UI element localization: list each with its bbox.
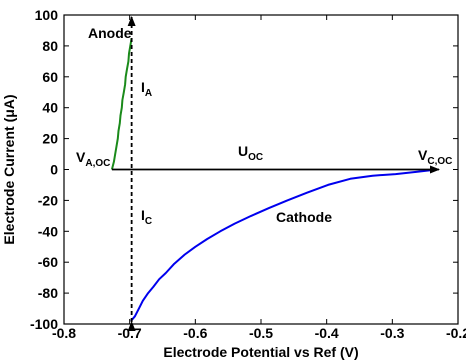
x-tick-label: -0.2 (446, 325, 466, 341)
y-tick-label: 20 (42, 131, 58, 147)
cathode-current-symbol: I (141, 207, 145, 223)
anode-ocp-label: VA,OC (76, 149, 110, 169)
x-tick-label: -0.5 (249, 325, 273, 341)
cathode-label: Cathode (276, 209, 332, 225)
open-circuit-voltage-subscript: OC (248, 152, 263, 163)
y-tick-label: -40 (38, 223, 58, 239)
y-tick-label: -100 (30, 316, 58, 332)
cathode-ocp-subscript: C,OC (427, 156, 452, 167)
open-circuit-voltage-label: UOC (238, 143, 263, 163)
x-tick-label: -0.3 (380, 325, 404, 341)
y-tick-label: -60 (38, 254, 58, 270)
y-tick-label: 0 (50, 162, 58, 178)
anode-current-label: IA (141, 79, 152, 99)
cathode-ocp-symbol: V (418, 147, 428, 163)
y-tick-label: 80 (42, 38, 58, 54)
y-tick-labels: -100 -80 -60 -40 -20 0 20 40 60 80 100 (30, 7, 458, 332)
cathode-current-label: IC (141, 207, 152, 227)
x-tick-label: -0.6 (183, 325, 207, 341)
y-tick-label: 60 (42, 69, 58, 85)
y-axis-label: Electrode Current (μA) (1, 94, 17, 244)
cathode-current-subscript: C (145, 216, 152, 227)
anode-ocp-symbol: V (76, 149, 86, 165)
anode-current-symbol: I (141, 79, 145, 95)
x-tick-label: -0.7 (118, 325, 142, 341)
anode-label: Anode (88, 25, 132, 41)
open-circuit-voltage-symbol: U (238, 143, 248, 159)
anode-current-subscript: A (145, 88, 152, 99)
series-line-anode (110, 38, 133, 170)
x-tick-label: -0.4 (315, 325, 339, 341)
cathode-ocp-label: VC,OC (418, 147, 452, 167)
x-tick-label: -0.8 (52, 325, 76, 341)
y-tick-label: 40 (42, 100, 58, 116)
series-lines (110, 38, 438, 322)
x-axis-label: Electrode Potential vs Ref (V) (163, 344, 358, 360)
x-tick-labels: -0.8 -0.7 -0.6 -0.5 -0.4 -0.3 -0.2 (52, 15, 466, 341)
annotation-arrows (111, 16, 440, 331)
y-tick-label: 100 (35, 7, 59, 23)
series-line-cathode (130, 168, 438, 322)
y-tick-label: -80 (38, 285, 58, 301)
anode-ocp-subscript: A,OC (85, 158, 110, 169)
y-tick-label: -20 (38, 192, 58, 208)
